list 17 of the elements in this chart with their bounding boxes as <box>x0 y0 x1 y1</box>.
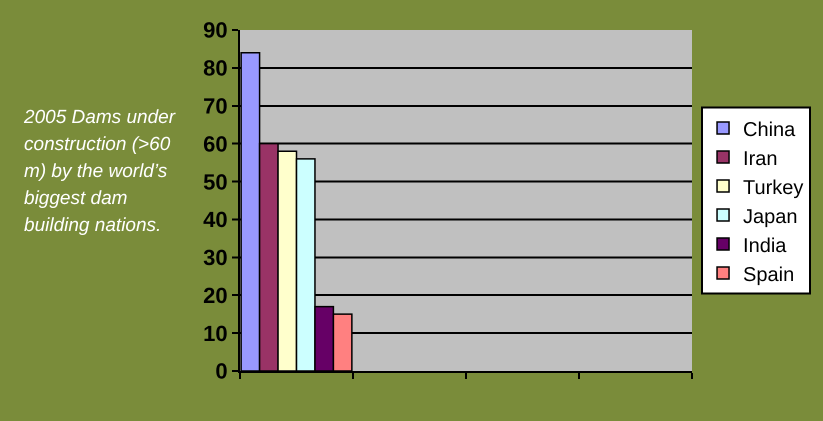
y-tick-label: 30 <box>203 245 228 270</box>
caption-text: 2005 Dams under construction (>60 m) by the world’s biggest dam building nations. <box>24 106 177 238</box>
legend-label: India <box>743 234 788 257</box>
legend-label: Turkey <box>743 176 804 199</box>
y-tick-label: 70 <box>203 93 228 118</box>
y-tick-label: 80 <box>203 56 228 81</box>
y-tick-label: 50 <box>203 169 228 194</box>
y-tick-label: 10 <box>203 320 228 346</box>
legend-label: Japan <box>743 206 798 228</box>
y-tick-label: 90 <box>203 18 228 43</box>
y-tick-label: 40 <box>203 207 228 232</box>
y-tick-label: 20 <box>203 282 228 308</box>
legend-label: China <box>743 118 796 141</box>
legend-label: Spain <box>743 264 794 286</box>
y-tick-label: 60 <box>203 131 228 156</box>
y-tick-label: 0 <box>215 358 228 384</box>
legend-label: Iran <box>743 148 778 170</box>
